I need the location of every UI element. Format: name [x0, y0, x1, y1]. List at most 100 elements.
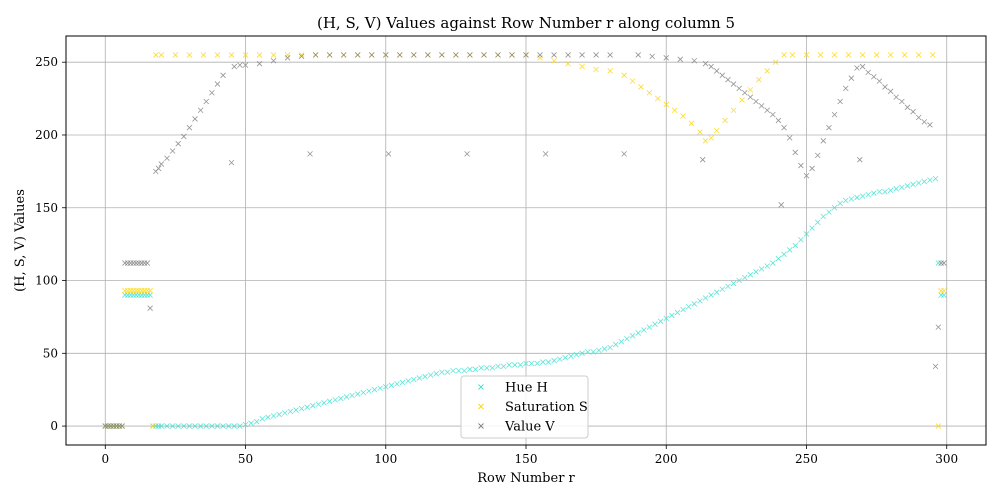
data-point: [127, 287, 134, 294]
data-point: [124, 260, 131, 266]
data-point: [464, 151, 470, 157]
data-point: [837, 98, 843, 105]
data-point: [220, 72, 226, 79]
data-point: [276, 411, 282, 418]
data-point: [551, 57, 557, 64]
data-point: [593, 66, 599, 73]
data-point: [298, 52, 305, 58]
data-point: [141, 292, 148, 298]
data-point: [820, 138, 827, 144]
data-point: [607, 52, 613, 58]
data-point: [655, 95, 661, 102]
data-point: [133, 287, 139, 294]
data-point: [307, 151, 313, 157]
data-point: [814, 152, 821, 159]
data-point: [284, 52, 291, 58]
data-point: [772, 59, 779, 65]
data-point: [876, 188, 883, 195]
data-point: [899, 184, 905, 191]
x-tick-label: 100: [374, 452, 397, 466]
data-point: [876, 78, 883, 84]
data-point: [786, 247, 793, 253]
data-point: [781, 251, 787, 258]
data-point: [293, 407, 299, 413]
data-point: [935, 423, 942, 429]
data-point: [537, 55, 543, 61]
legend-box: [460, 375, 589, 439]
data-point: [775, 117, 782, 124]
data-point: [138, 260, 145, 266]
data-point: [635, 330, 641, 336]
data-point: [789, 52, 796, 58]
data-point: [523, 360, 529, 367]
data-point: [859, 63, 866, 70]
data-point: [915, 180, 922, 186]
legend-marker: [478, 384, 484, 390]
data-point: [688, 120, 695, 127]
data-point: [635, 52, 641, 58]
data-point: [674, 309, 681, 316]
data-point: [237, 62, 243, 68]
data-point: [719, 72, 726, 79]
data-point: [929, 52, 936, 58]
data-point: [186, 423, 193, 429]
data-point: [304, 404, 311, 410]
data-point: [747, 271, 754, 278]
data-point: [938, 287, 944, 294]
data-point: [842, 197, 849, 204]
data-point: [579, 350, 585, 357]
data-point: [680, 306, 686, 313]
data-point: [730, 280, 737, 287]
data-point: [915, 52, 922, 58]
data-point: [702, 138, 709, 144]
series-1: [102, 52, 947, 429]
data-point: [388, 382, 395, 389]
data-point: [192, 423, 198, 429]
data-point: [820, 213, 827, 220]
data-point: [809, 225, 815, 231]
data-point: [730, 81, 737, 87]
data-point: [848, 75, 855, 81]
data-point: [136, 260, 142, 266]
data-point: [130, 287, 137, 294]
legend-entry-label: Hue H: [505, 381, 548, 396]
data-point: [253, 418, 260, 425]
data-point: [756, 76, 762, 83]
data-point: [528, 360, 535, 367]
legend: Hue H Saturation S Value V: [460, 375, 589, 439]
data-point: [741, 274, 748, 281]
data-point: [899, 98, 905, 105]
data-point: [382, 383, 389, 390]
data-point: [422, 373, 428, 380]
data-point: [657, 318, 664, 325]
data-point: [932, 363, 939, 370]
data-point: [495, 52, 501, 58]
data-point: [641, 327, 647, 333]
data-point: [730, 107, 737, 114]
legend-marker: [478, 403, 484, 410]
data-point: [481, 52, 487, 58]
data-point: [256, 52, 263, 58]
data-point: [697, 298, 703, 304]
data-point: [225, 423, 232, 429]
data-point: [629, 333, 636, 339]
data-point: [152, 52, 159, 58]
data-point: [540, 359, 546, 365]
data-point: [312, 52, 319, 58]
y-tick-label: 200: [35, 128, 58, 142]
data-point: [138, 287, 145, 294]
data-point: [231, 423, 238, 429]
data-point: [854, 65, 860, 71]
data-point: [831, 111, 838, 118]
data-point: [691, 301, 698, 307]
data-point: [607, 68, 613, 74]
data-point: [127, 260, 134, 266]
data-point: [144, 287, 151, 294]
data-point: [758, 266, 765, 272]
data-point: [935, 260, 942, 266]
data-point: [708, 135, 714, 141]
data-point: [242, 421, 249, 428]
data-point: [904, 183, 911, 189]
data-point: [814, 219, 821, 226]
data-point: [338, 395, 344, 402]
